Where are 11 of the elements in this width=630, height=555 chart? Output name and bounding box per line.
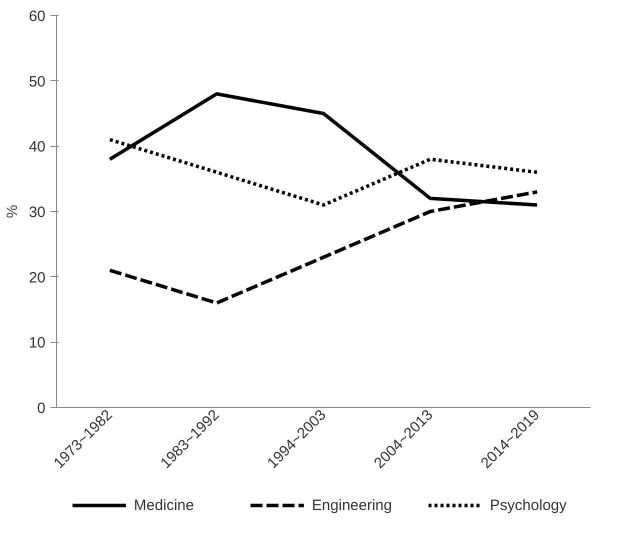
y-tick-label: 0 xyxy=(37,400,46,417)
legend-label: Psychology xyxy=(490,497,568,514)
y-tick-label: 30 xyxy=(28,204,46,221)
y-axis-title: % xyxy=(4,204,21,218)
legend-label: Medicine xyxy=(134,497,194,514)
y-tick-label: 60 xyxy=(28,8,46,25)
y-tick-label: 20 xyxy=(28,269,46,286)
y-tick-label: 10 xyxy=(28,334,46,352)
legend-label: Engineering xyxy=(312,497,392,514)
y-tick-label: 40 xyxy=(28,138,46,156)
y-tick-label: 50 xyxy=(28,73,46,90)
